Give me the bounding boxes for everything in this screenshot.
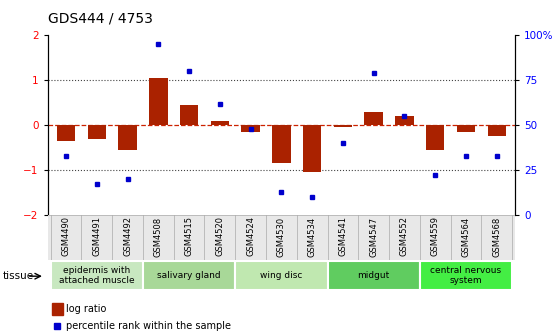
Bar [426,125,445,150]
Bar [395,116,414,125]
Text: GSM4552: GSM4552 [400,216,409,256]
Text: wing disc: wing disc [260,271,302,280]
Text: GDS444 / 4753: GDS444 / 4753 [48,12,152,26]
Bar [457,125,475,132]
Bar [118,125,137,150]
Text: GSM4491: GSM4491 [92,216,101,256]
Text: GSM4568: GSM4568 [492,216,501,257]
Text: GSM4492: GSM4492 [123,216,132,256]
Bar [149,78,167,125]
Text: GSM4534: GSM4534 [307,216,316,256]
Bar [334,125,352,127]
Text: GSM4520: GSM4520 [216,216,225,256]
Bar [328,261,420,290]
Bar [235,261,328,290]
Text: epidermis with
attached muscle: epidermis with attached muscle [59,266,134,285]
Text: GSM4490: GSM4490 [62,216,71,256]
Text: GSM4541: GSM4541 [338,216,347,256]
Text: percentile rank within the sample: percentile rank within the sample [66,321,231,331]
Bar [52,303,63,315]
Text: GSM4515: GSM4515 [185,216,194,256]
Bar [87,125,106,139]
Text: midgut: midgut [358,271,390,280]
Bar [143,261,235,290]
Bar [211,121,229,125]
Bar [272,125,291,163]
Bar [57,125,75,141]
Text: tissue: tissue [3,271,34,281]
Text: GSM4559: GSM4559 [431,216,440,256]
Bar [180,105,198,125]
Bar [241,125,260,132]
Text: GSM4524: GSM4524 [246,216,255,256]
Text: salivary gland: salivary gland [157,271,221,280]
Text: central nervous
system: central nervous system [431,266,502,285]
Text: GSM4508: GSM4508 [154,216,163,256]
Bar [303,125,321,172]
Text: GSM4564: GSM4564 [461,216,470,256]
Bar [365,112,383,125]
Text: log ratio: log ratio [66,304,106,314]
Text: GSM4530: GSM4530 [277,216,286,256]
Bar [50,261,143,290]
Bar [488,125,506,136]
Text: GSM4547: GSM4547 [369,216,378,256]
Bar [420,261,512,290]
